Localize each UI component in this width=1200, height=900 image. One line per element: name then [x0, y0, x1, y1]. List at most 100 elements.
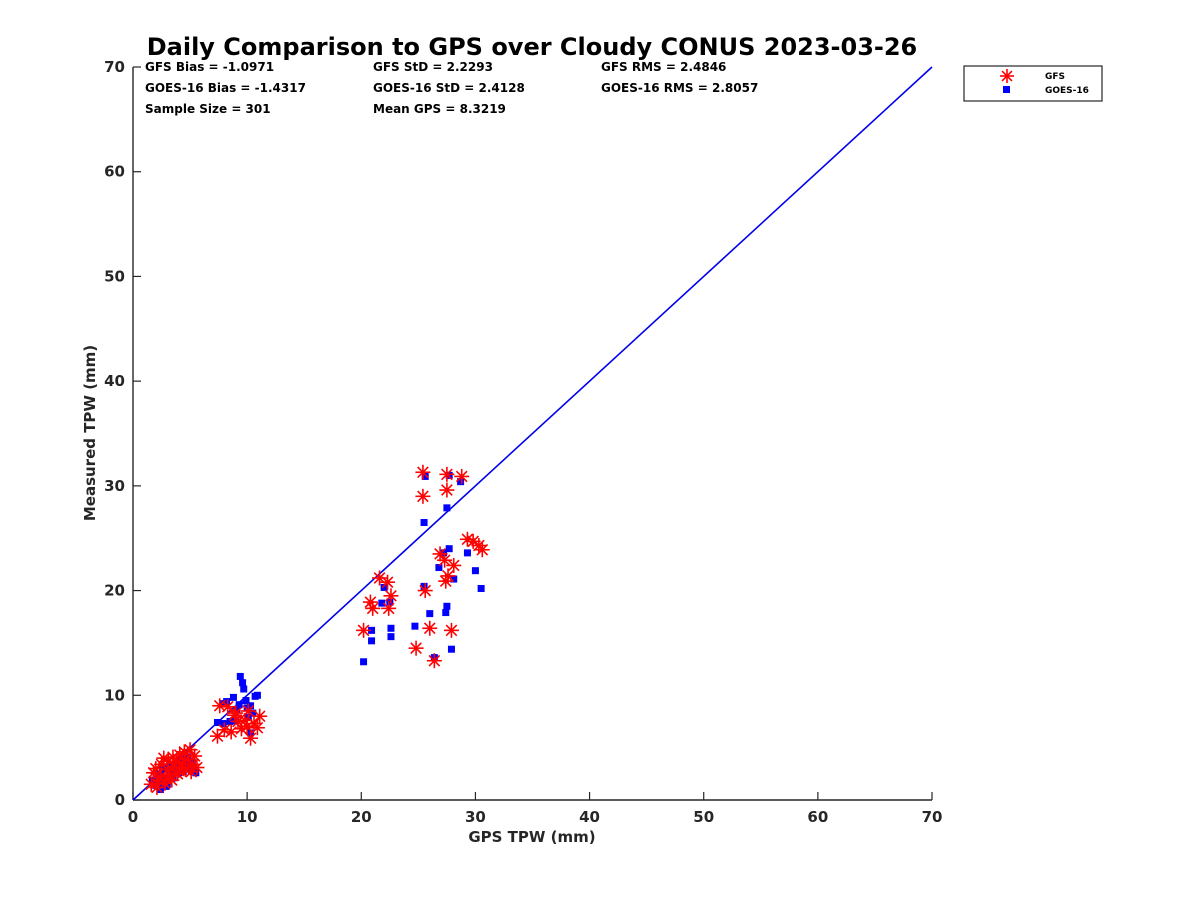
gfs-point	[356, 622, 372, 638]
gfs-point	[440, 568, 456, 584]
gfs-point	[209, 728, 225, 744]
goes-16-point	[445, 545, 453, 553]
legend-gfs-label: GFS	[1045, 72, 1065, 82]
x-tick-label: 20	[351, 808, 372, 826]
gfs-point	[252, 708, 268, 724]
goes-16-point	[229, 693, 237, 701]
axes	[132, 67, 932, 801]
gfs-point	[223, 724, 239, 740]
goes-16-point	[226, 717, 234, 725]
y-tick-label: 50	[104, 267, 125, 285]
goes-16-point	[477, 584, 485, 592]
goes-16-point	[386, 598, 394, 606]
goes-16-point	[457, 478, 465, 486]
y-tick-label: 10	[104, 686, 125, 704]
gfs-point	[422, 620, 438, 636]
goes-16-point	[447, 645, 455, 653]
chart-title: Daily Comparison to GPS over Cloudy CONU…	[147, 33, 918, 61]
gfs-point	[212, 698, 228, 714]
y-tick-label: 60	[104, 163, 125, 181]
stat-text: GOES-16 Bias = -1.4317	[145, 81, 306, 95]
x-tick-label: 50	[693, 808, 714, 826]
gfs-point	[474, 542, 490, 558]
legend: GFS GOES-16	[963, 65, 1103, 102]
goes-16-point	[442, 609, 450, 617]
gfs-point	[220, 699, 236, 715]
x-axis-ticks: 0 10 20 30 40 50 60 70	[128, 792, 943, 826]
goes-16-point	[411, 622, 419, 630]
gfs-point	[365, 600, 381, 616]
goes-16-point	[421, 472, 429, 480]
gfs-asterisk-icon	[1000, 69, 1014, 83]
goes-16-point	[443, 602, 451, 610]
goes-16-point	[219, 720, 227, 728]
stat-text: Sample Size = 301	[145, 102, 271, 116]
gfs-point	[408, 640, 424, 656]
gfs-point	[164, 772, 180, 788]
stat-text: Mean GPS = 8.3219	[373, 102, 506, 116]
goes-16-point	[368, 626, 376, 634]
gfs-point	[249, 720, 265, 736]
goes-16-point	[387, 624, 395, 632]
goes-16-point	[420, 519, 428, 527]
stat-text: GFS RMS = 2.4846	[601, 60, 726, 74]
gfs-point	[437, 552, 453, 568]
goes-16-point	[242, 697, 250, 705]
x-tick-label: 10	[237, 808, 258, 826]
goes-16-point	[239, 679, 247, 687]
gfs-point	[243, 730, 259, 746]
gfs-point	[239, 719, 255, 735]
goes-16-point	[450, 575, 458, 583]
legend-box	[963, 65, 1103, 102]
gfs-point	[228, 705, 244, 721]
goes-16-point	[463, 549, 471, 557]
goes-16-point	[233, 706, 241, 714]
goes-16-point	[156, 786, 164, 794]
goes-16-point	[166, 761, 174, 769]
goes-16-point	[387, 633, 395, 641]
goes-16-point	[192, 769, 200, 777]
y-tick-label: 70	[104, 58, 125, 76]
gfs-point	[187, 748, 203, 764]
gfs-point	[443, 622, 459, 638]
gfs-point	[183, 764, 199, 780]
gfs-point	[439, 482, 455, 498]
gfs-point	[432, 546, 448, 562]
goes-16-point	[360, 658, 368, 666]
stat-text: GFS StD = 2.2293	[373, 60, 493, 74]
gfs-point	[372, 570, 388, 586]
goes-16-point	[249, 709, 257, 717]
x-tick-label: 40	[579, 808, 600, 826]
goes-16-point	[380, 583, 388, 591]
y-axis-ticks: 0 10 20 30 40 50 60 70	[104, 58, 141, 809]
gfs-point	[439, 466, 455, 482]
gfs-point	[426, 653, 442, 669]
y-tick-label: 30	[104, 477, 125, 495]
legend-goes-16-marker	[1003, 86, 1010, 93]
y-tick-label: 20	[104, 582, 125, 600]
goes-16-point	[378, 599, 386, 607]
gfs-point	[362, 594, 378, 610]
x-tick-label: 70	[922, 808, 943, 826]
goes-16-point	[243, 704, 251, 712]
gfs-point	[383, 588, 399, 604]
goes-16-point	[420, 582, 428, 590]
gfs-point	[415, 464, 431, 480]
x-tick-label: 0	[128, 808, 138, 826]
goes-16-point	[471, 567, 479, 575]
goes-16-point	[368, 637, 376, 645]
goes-16-point	[213, 719, 221, 727]
y-tick-label: 0	[115, 791, 125, 809]
goes-16-point	[240, 685, 248, 693]
gfs-point	[415, 488, 431, 504]
x-axis-label: GPS TPW (mm)	[468, 828, 595, 846]
legend-gfs-marker	[1000, 69, 1014, 83]
goes-16-point	[219, 700, 227, 708]
y-tick-label: 40	[104, 372, 125, 390]
gfs-point	[175, 760, 191, 776]
goes-16-point	[443, 504, 451, 512]
gfs-point	[381, 600, 397, 616]
x-tick-label: 60	[807, 808, 828, 826]
